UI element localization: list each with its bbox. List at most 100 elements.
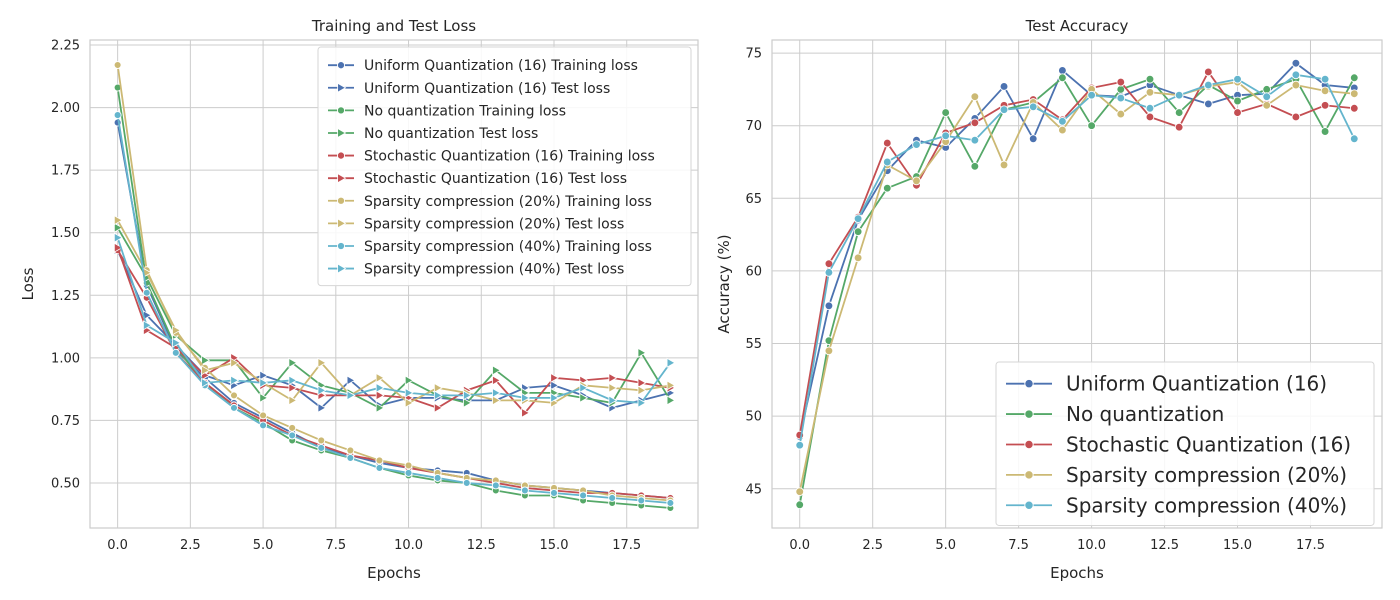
loss-data-point (463, 390, 472, 401)
accuracy-x-tick-label: 17.5 (1296, 538, 1325, 553)
loss-data-point (259, 421, 268, 430)
accuracy-data-point (795, 487, 805, 497)
accuracy-data-point (1233, 74, 1242, 84)
loss-legend-label: Uniform Quantization (16) Test loss (364, 81, 610, 97)
loss-data-point (404, 468, 413, 477)
loss-data-point (113, 61, 122, 69)
loss-legend-label: Sparsity compression (20%) Test loss (364, 216, 624, 232)
loss-data-point (288, 395, 298, 406)
loss-data-point (317, 357, 327, 368)
loss-data-point (404, 375, 414, 386)
loss-data-point (172, 325, 181, 336)
loss-data-point (608, 382, 618, 393)
loss-x-tick-label: 12.5 (467, 538, 496, 553)
accuracy-data-point (1291, 112, 1301, 122)
loss-data-point (201, 355, 211, 366)
accuracy-data-point (824, 268, 834, 277)
loss-y-tick-label: 1.50 (51, 226, 80, 241)
loss-data-point (492, 365, 501, 376)
loss-data-point (637, 385, 647, 396)
loss-data-point (230, 403, 238, 412)
accuracy-data-point (1116, 93, 1126, 103)
loss-data-point (433, 390, 443, 401)
loss-data-point (404, 387, 414, 398)
loss-data-point (259, 411, 268, 420)
accuracy-plot-frame (771, 39, 1383, 529)
accuracy-data-point (1058, 66, 1067, 75)
loss-legend-entry: Uniform Quantization (16) Training loss (328, 58, 638, 74)
accuracy-data-point (1291, 80, 1301, 90)
loss-data-point (521, 407, 531, 418)
accuracy-x-tick-label: 2.5 (862, 538, 883, 553)
loss-y-tick-label: 1.75 (51, 164, 80, 179)
loss-data-point (375, 463, 384, 472)
accuracy-data-point (999, 160, 1009, 170)
loss-data-point (113, 242, 123, 253)
loss-data-point (404, 461, 413, 470)
accuracy-data-point (1116, 77, 1126, 87)
loss-y-tick-label: 2.00 (51, 101, 80, 116)
loss-data-point (230, 357, 240, 368)
loss-x-tick-label: 10.0 (394, 538, 423, 553)
accuracy-y-tick-label: 50 (745, 410, 762, 425)
loss-data-point (346, 446, 355, 455)
loss-legend-entry: No quantization Test loss (328, 126, 538, 142)
loss-data-point (666, 380, 676, 391)
accuracy-legend-marker (1024, 439, 1034, 450)
accuracy-legend-label: No quantization (1066, 402, 1224, 426)
accuracy-data-point (1145, 87, 1155, 97)
loss-data-point (666, 357, 676, 368)
loss-legend-marker (337, 218, 347, 229)
accuracy-data-point (999, 105, 1009, 115)
loss-legend-label: Sparsity compression (40%) Training loss (364, 239, 652, 255)
accuracy-data-point (824, 301, 834, 311)
loss-series-line (116, 64, 671, 502)
accuracy-data-point (1174, 90, 1184, 100)
accuracy-data-point (1058, 116, 1067, 126)
accuracy-legend-entry: Stochastic Quantization (16) (1006, 432, 1351, 456)
accuracy-data-point (912, 140, 921, 149)
loss-legend-entry: No quantization Training loss (328, 103, 566, 119)
loss-data-point (172, 337, 181, 348)
accuracy-data-point (824, 346, 834, 356)
loss-data-point (288, 375, 298, 386)
accuracy-data-point (853, 214, 863, 223)
accuracy-y-axis-label: Accuracy (%) (715, 234, 733, 333)
loss-data-point (288, 382, 298, 393)
accuracy-chart: 0.0 2.5 5.0 7.5 10.0 12.5 15.0 17.5 45 50 55 60 65 70… (715, 17, 1383, 582)
accuracy-data-point (1028, 102, 1038, 112)
loss-data-point (171, 348, 180, 357)
accuracy-data-point (912, 176, 921, 186)
loss-legend-marker (337, 263, 347, 274)
loss-data-point (201, 365, 211, 376)
loss-data-point (521, 392, 531, 403)
loss-data-point (550, 380, 560, 391)
accuracy-data-point (1262, 92, 1272, 101)
loss-data-point (433, 382, 443, 393)
accuracy-series-line (798, 76, 1356, 505)
loss-series-line (116, 249, 671, 410)
accuracy-data-point (1028, 134, 1038, 144)
accuracy-x-tick-label: 0.0 (789, 538, 810, 553)
loss-legend-entry: Sparsity compression (40%) Test loss (328, 262, 624, 278)
loss-legend-label: No quantization Training loss (364, 103, 566, 119)
accuracy-data-point (1291, 70, 1301, 80)
accuracy-y-tick-label: 60 (745, 264, 762, 279)
accuracy-data-point (1262, 101, 1272, 110)
loss-data-point (404, 397, 414, 408)
accuracy-series-4 (795, 70, 1359, 450)
accuracy-series-line (798, 73, 1356, 446)
loss-data-point (579, 392, 589, 403)
loss-data-point (520, 486, 529, 495)
loss-series-8 (113, 111, 675, 507)
accuracy-data-point (1174, 122, 1184, 132)
loss-legend-label: No quantization Test loss (364, 126, 538, 142)
loss-legend-marker (337, 127, 347, 139)
accuracy-chart-title: Test Accuracy (1025, 17, 1129, 35)
loss-data-point (288, 357, 298, 368)
accuracy-x-tick-label: 10.0 (1077, 538, 1106, 553)
loss-data-point (142, 288, 151, 297)
loss-chart-title: Training and Test Loss (311, 17, 476, 35)
loss-data-point (375, 402, 385, 413)
